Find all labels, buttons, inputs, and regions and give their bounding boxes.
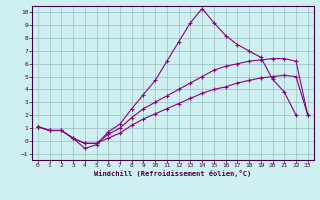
X-axis label: Windchill (Refroidissement éolien,°C): Windchill (Refroidissement éolien,°C) <box>94 170 252 177</box>
